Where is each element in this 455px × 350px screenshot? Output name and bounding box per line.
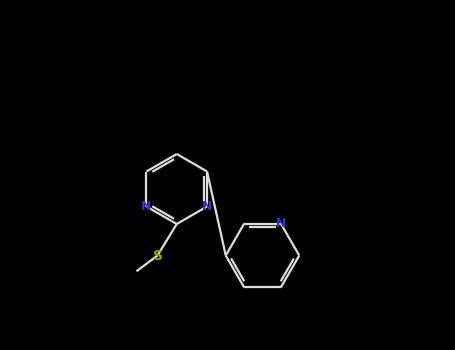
- Text: N: N: [202, 200, 212, 213]
- Text: N: N: [276, 217, 286, 230]
- Text: S: S: [152, 248, 162, 262]
- Text: N: N: [141, 200, 152, 213]
